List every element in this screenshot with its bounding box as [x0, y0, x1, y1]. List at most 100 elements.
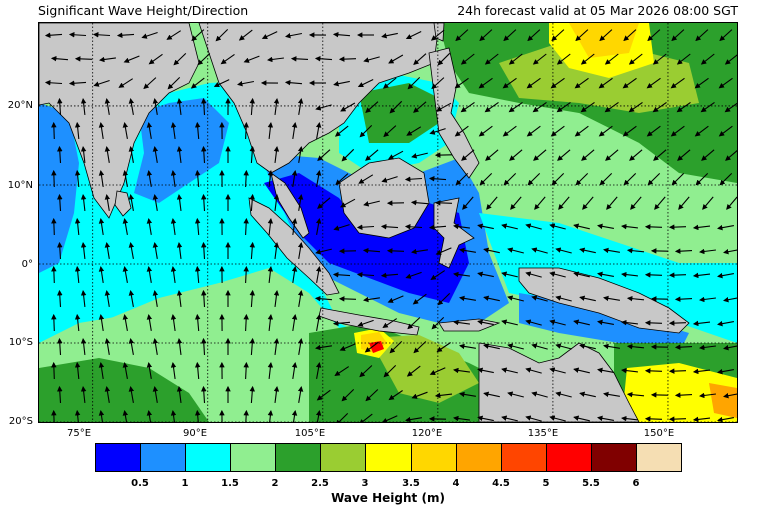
- wave-direction-arrow: [485, 149, 499, 161]
- lat-label-20n: 20°N: [7, 100, 33, 111]
- wave-direction-arrow: [176, 146, 183, 163]
- wave-direction-arrow: [122, 122, 129, 139]
- wave-direction-arrow: [484, 53, 499, 65]
- wave-direction-arrow: [98, 218, 105, 235]
- wave-direction-arrow: [267, 266, 274, 283]
- wave-zone-blue-west: [39, 103, 79, 273]
- wave-direction-arrow: [695, 173, 709, 186]
- wave-direction-arrow: [411, 152, 428, 159]
- wave-direction-arrow: [405, 31, 422, 40]
- wave-direction-arrow: [603, 295, 620, 302]
- wave-direction-arrow: [478, 125, 493, 137]
- wave-direction-arrow: [315, 170, 322, 187]
- wave-direction-arrow: [626, 391, 645, 398]
- wave-direction-arrow: [291, 410, 298, 422]
- wave-direction-arrow: [152, 98, 159, 115]
- wave-direction-arrow: [717, 416, 734, 422]
- wave-direction-arrow: [220, 53, 235, 65]
- wave-direction-arrow: [525, 223, 542, 230]
- wave-direction-arrow: [167, 77, 181, 90]
- wave-direction-arrow: [477, 415, 494, 422]
- wave-direction-arrow: [647, 29, 661, 42]
- wave-direction-arrow: [194, 121, 201, 140]
- wave-direction-arrow: [575, 173, 589, 186]
- wave-direction-arrow: [599, 173, 613, 186]
- colorbar-tick: 1.5: [221, 478, 239, 489]
- wave-direction-arrow: [170, 266, 177, 283]
- wave-direction-arrow: [692, 272, 711, 279]
- wave-direction-arrow: [267, 170, 274, 187]
- colorbar-segment: [591, 444, 637, 471]
- wave-direction-arrow: [411, 248, 428, 255]
- wave-direction-arrow: [510, 196, 522, 210]
- wave-direction-arrow: [534, 196, 546, 210]
- wave-direction-arrow: [57, 97, 63, 116]
- colorbar-segment: [96, 444, 142, 471]
- wave-direction-arrow: [477, 223, 494, 230]
- lon-label-105e: 105°E: [294, 428, 326, 439]
- wave-direction-arrow: [604, 53, 619, 65]
- wave-direction-arrow: [104, 242, 111, 259]
- colorbar-segment: [456, 444, 502, 471]
- wave-direction-arrow: [628, 101, 643, 113]
- colorbar-tick: 1: [181, 478, 189, 489]
- wave-direction-arrow: [486, 196, 498, 210]
- wave-direction-arrow: [623, 29, 637, 42]
- wave-direction-arrow: [726, 196, 737, 210]
- wave-direction-arrow: [501, 223, 518, 230]
- wave-direction-arrow: [434, 200, 453, 206]
- wave-direction-arrow: [501, 319, 518, 326]
- wave-direction-arrow: [57, 385, 63, 404]
- wave-direction-arrow: [201, 385, 207, 404]
- wave-direction-arrow: [723, 296, 737, 303]
- wave-direction-arrow: [104, 146, 111, 163]
- wave-direction-arrow: [526, 77, 541, 89]
- wave-direction-arrow: [459, 247, 476, 254]
- wave-direction-arrow: [380, 223, 399, 230]
- wave-direction-arrow: [152, 146, 159, 163]
- wave-direction-arrow: [104, 98, 111, 115]
- wave-direction-arrow: [676, 53, 691, 65]
- wave-direction-arrow: [629, 149, 643, 161]
- wave-direction-arrow: [194, 265, 201, 284]
- wave-direction-arrow: [531, 343, 548, 350]
- wave-direction-arrow: [411, 391, 428, 399]
- wave-direction-arrow: [74, 409, 81, 422]
- wave-direction-arrow: [363, 56, 380, 63]
- wave-direction-arrow: [477, 319, 494, 326]
- wave-direction-arrow: [527, 173, 541, 186]
- wave-direction-arrow: [98, 410, 105, 422]
- wave-direction-arrow: [267, 410, 274, 422]
- lon-label-90e: 90°E: [182, 428, 208, 439]
- wave-direction-arrow: [582, 196, 594, 210]
- wave-direction-arrow: [626, 343, 645, 350]
- wave-direction-arrow: [674, 296, 693, 302]
- wave-direction-arrow: [407, 317, 421, 330]
- wave-direction-arrow: [104, 338, 111, 355]
- wave-direction-arrow: [575, 29, 589, 42]
- wave-direction-arrow: [290, 56, 309, 62]
- wave-direction-arrow: [267, 218, 274, 235]
- wave-zone-darkgreen-sw: [39, 358, 209, 422]
- wave-direction-arrow: [170, 218, 177, 235]
- wave-direction-arrow: [215, 29, 229, 42]
- wave-direction-arrow: [509, 149, 523, 161]
- wave-direction-arrow: [622, 125, 637, 137]
- wave-direction-arrow: [410, 199, 429, 206]
- wave-direction-arrow: [428, 224, 447, 231]
- wave-direction-arrow: [197, 53, 211, 66]
- wave-direction-arrow: [297, 242, 304, 259]
- wave-direction-arrow: [701, 149, 715, 161]
- wave-direction-arrow: [273, 290, 280, 307]
- wave-direction-arrow: [273, 194, 280, 211]
- wave-direction-arrow: [459, 391, 476, 398]
- wave-direction-arrow: [201, 193, 207, 212]
- wave-direction-arrow: [437, 293, 451, 306]
- wave-direction-arrow: [483, 295, 500, 302]
- colorbar-segment: [411, 444, 457, 471]
- wave-direction-arrow: [285, 32, 303, 39]
- wave-direction-arrow: [170, 170, 177, 187]
- wave-direction-arrow: [549, 415, 566, 422]
- wave-direction-arrow: [44, 80, 63, 86]
- wave-direction-arrow: [556, 101, 571, 113]
